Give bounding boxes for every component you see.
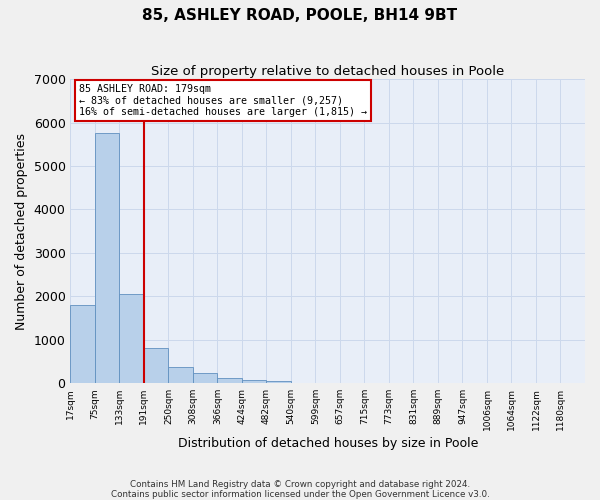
Bar [242, 380, 266, 383]
Text: 85 ASHLEY ROAD: 179sqm
← 83% of detached houses are smaller (9,257)
16% of semi-: 85 ASHLEY ROAD: 179sqm ← 83% of detached… [79, 84, 367, 116]
Bar [144, 348, 169, 383]
Bar [217, 378, 242, 383]
Bar [169, 366, 193, 383]
Y-axis label: Number of detached properties: Number of detached properties [15, 132, 28, 330]
Text: 85, ASHLEY ROAD, POOLE, BH14 9BT: 85, ASHLEY ROAD, POOLE, BH14 9BT [142, 8, 458, 22]
Bar [70, 305, 95, 383]
Bar [95, 134, 119, 383]
Title: Size of property relative to detached houses in Poole: Size of property relative to detached ho… [151, 65, 505, 78]
X-axis label: Distribution of detached houses by size in Poole: Distribution of detached houses by size … [178, 437, 478, 450]
Bar [193, 373, 217, 383]
Bar [266, 380, 291, 383]
Bar [119, 294, 144, 383]
Text: Contains HM Land Registry data © Crown copyright and database right 2024.
Contai: Contains HM Land Registry data © Crown c… [110, 480, 490, 499]
